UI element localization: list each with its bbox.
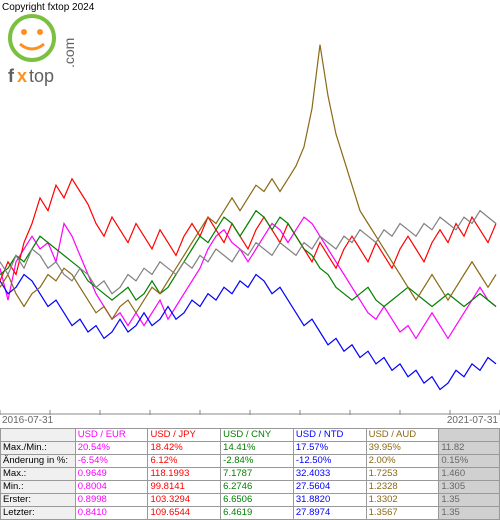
table-cell: 0.8004 [75,481,148,494]
copyright-text: Copyright fxtop 2024 [2,2,94,13]
row-label: Max.: [1,468,76,481]
column-header: USD / NTD [293,429,366,442]
row-label: Letzter: [1,507,76,520]
table-cell: 32.4033 [293,468,366,481]
column-header [439,429,500,442]
column-header: USD / CNY [221,429,294,442]
table-cell: 0.9649 [75,468,148,481]
table-cell: 2.00% [366,455,439,468]
table-cell: 14.41% [221,442,294,455]
table-cell: 18.42% [148,442,221,455]
table-cell: 1.2328 [366,481,439,494]
table-cell: 7.1787 [221,468,294,481]
table-cell: 99.8141 [148,481,221,494]
table-cell: 109.6544 [148,507,221,520]
table-cell: 27.5604 [293,481,366,494]
table-cell: 6.4619 [221,507,294,520]
row-label: Min.: [1,481,76,494]
table-cell: 1.305 [439,481,500,494]
table-cell: 27.8974 [293,507,366,520]
table-cell: 1.3302 [366,494,439,507]
table-cell: 0.8998 [75,494,148,507]
table-cell: 11.82 [439,442,500,455]
table-row: Erster:0.8998103.32946.650631.88201.3302… [1,494,500,507]
row-label: Max./Min.: [1,442,76,455]
table-row: Änderung in %:-6.54%6.12%-2.84%-12.50%2.… [1,455,500,468]
table-cell: 6.2746 [221,481,294,494]
table-cell: -6.54% [75,455,148,468]
table-cell: 6.12% [148,455,221,468]
table-cell: 118.1993 [148,468,221,481]
svg-text:.com: .com [61,38,77,68]
table-cell: 20.54% [75,442,148,455]
table-cell: -2.84% [221,455,294,468]
table-cell: 17.57% [293,442,366,455]
column-header: USD / EUR [75,429,148,442]
table-cell: -12.50% [293,455,366,468]
table-row: Min.:0.800499.81416.274627.56041.23281.3… [1,481,500,494]
data-table: USD / EURUSD / JPYUSD / CNYUSD / NTDUSD … [0,428,500,520]
svg-text:top: top [29,66,54,86]
table-corner [1,429,76,442]
table-cell: 1.7253 [366,468,439,481]
table-cell: 39.95% [366,442,439,455]
table-cell: 0.15% [439,455,500,468]
row-label: Änderung in %: [1,455,76,468]
column-header: USD / JPY [148,429,221,442]
column-header: USD / AUD [366,429,439,442]
table-cell: 0.8410 [75,507,148,520]
svg-text:x: x [17,66,27,86]
table-cell: 1.460 [439,468,500,481]
table-cell: 1.35 [439,507,500,520]
table-cell: 1.3567 [366,507,439,520]
table-row: Max./Min.:20.54%18.42%14.41%17.57%39.95%… [1,442,500,455]
table-row: Max.:0.9649118.19937.178732.40331.72531.… [1,468,500,481]
table-cell: 31.8820 [293,494,366,507]
row-label: Erster: [1,494,76,507]
svg-text:f: f [8,66,15,86]
table-cell: 1.35 [439,494,500,507]
fxtop-logo: f x top .com [2,10,92,90]
x-axis-start-label: 2016-07-31 [2,415,53,426]
table-cell: 103.3294 [148,494,221,507]
x-axis-end-label: 2021-07-31 [447,415,498,426]
table-row: Letzter:0.8410109.65446.461927.89741.356… [1,507,500,520]
table-cell: 6.6506 [221,494,294,507]
